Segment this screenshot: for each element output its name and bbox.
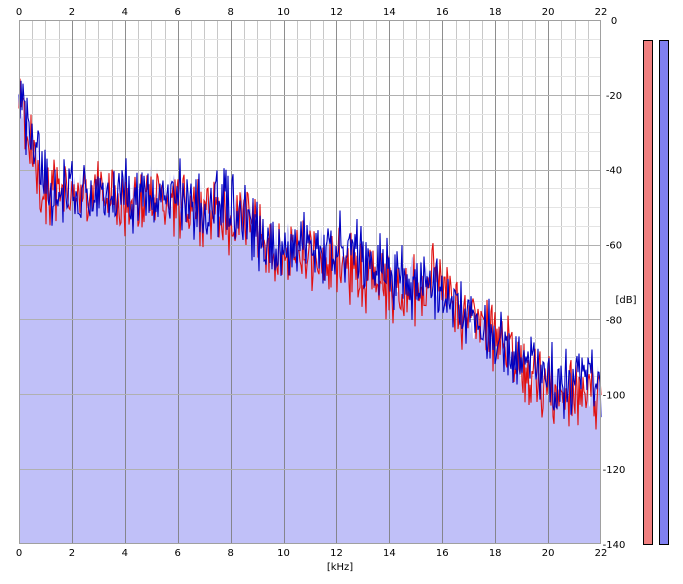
x-tick-label-top: 18 <box>489 7 502 18</box>
x-tick-label-top: 22 <box>595 7 608 18</box>
series-line-1 <box>18 80 602 419</box>
x-tick-label-bottom: 4 <box>122 548 128 559</box>
x-tick-label-top: 2 <box>69 7 75 18</box>
x-tick-label-top: 8 <box>227 7 233 18</box>
y-tick-label: -20 <box>606 91 622 102</box>
level-meters <box>643 40 669 545</box>
x-tick-labels-top: 0 2 4 6 8 10 12 14 16 18 20 22 <box>16 7 608 18</box>
y-tick-label: -140 <box>603 540 626 551</box>
x-tick-label-bottom: 22 <box>595 548 608 559</box>
x-tick-labels-bottom: 0 2 4 6 8 10 12 14 16 18 20 22 <box>16 548 608 559</box>
x-tick-label-top: 0 <box>16 7 22 18</box>
y-tick-label: -40 <box>606 166 622 177</box>
x-tick-label-bottom: 12 <box>330 548 343 559</box>
y-axis-label: [dB] <box>615 295 636 306</box>
x-tick-label-bottom: 6 <box>175 548 181 559</box>
x-tick-label-bottom: 8 <box>227 548 233 559</box>
x-tick-label-bottom: 20 <box>542 548 555 559</box>
x-tick-label-top: 12 <box>330 7 343 18</box>
x-tick-label-top: 4 <box>122 7 128 18</box>
x-axis-label: [kHz] <box>327 562 353 573</box>
plot-frame <box>19 20 601 544</box>
x-tick-label-top: 20 <box>542 7 555 18</box>
x-tick-label-bottom: 10 <box>277 548 290 559</box>
x-tick-label-bottom: 14 <box>383 548 396 559</box>
x-tick-label-bottom: 2 <box>69 548 75 559</box>
y-tick-labels: 0 -20 -40 -60 -80 -100 -120 -140 <box>603 16 626 551</box>
x-tick-label-top: 14 <box>383 7 396 18</box>
y-tick-label: -80 <box>606 315 622 326</box>
series-layer <box>18 78 602 430</box>
x-tick-label-top: 16 <box>436 7 449 18</box>
x-tick-label-top: 6 <box>175 7 181 18</box>
series-line-0 <box>18 78 602 430</box>
y-tick-label: -120 <box>603 465 626 476</box>
y-tick-label: -60 <box>606 241 622 252</box>
x-tick-label-top: 10 <box>277 7 290 18</box>
x-tick-label-bottom: 0 <box>16 548 22 559</box>
x-tick-label-bottom: 18 <box>489 548 502 559</box>
y-tick-label: -100 <box>603 390 626 401</box>
y-tick-label: 0 <box>611 16 617 27</box>
level-meter-right <box>659 40 669 545</box>
x-tick-label-bottom: 16 <box>436 548 449 559</box>
level-meter-left <box>643 40 653 545</box>
